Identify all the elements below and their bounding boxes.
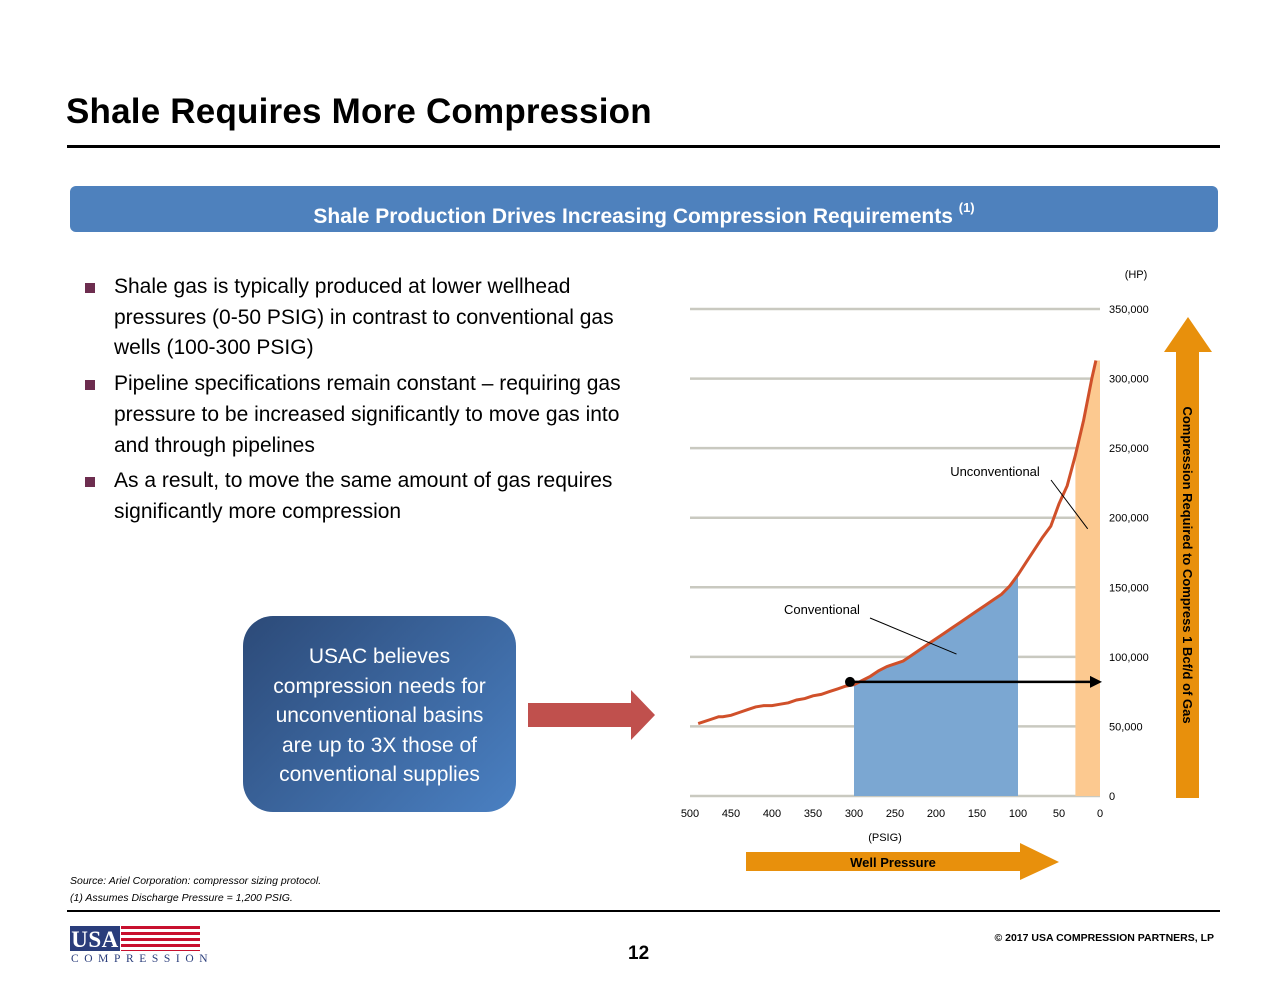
y-tick-label: 150,000 [1109,582,1149,594]
x-axis-title: Well Pressure [850,855,936,870]
x-tick-label: 400 [763,808,781,820]
annotation-leader [1050,479,1089,530]
bullet-square-icon [85,283,95,293]
bullet-text: As a result, to move the same amount of … [114,469,613,523]
logo-usa: USA [70,926,120,952]
unconventional-region [1075,360,1100,796]
well-pressure-arrow-icon [746,843,1059,880]
logo-stripes [121,926,200,951]
right-arrow-icon [528,690,655,740]
logo-wordmark: COMPRESSION [71,953,214,965]
title-divider [67,145,1220,148]
x-tick-label: 100 [1009,808,1027,820]
compression-curve [697,360,1098,726]
reference-arrowhead [1090,675,1102,688]
banner-text: Shale Production Drives Increasing Compr… [313,205,953,228]
annotation-unconventional: Unconventional [950,464,1040,479]
compression-arrow-icon [1164,317,1212,798]
footnote: (1) Assumes Discharge Pressure = 1,200 P… [70,892,293,904]
x-tick-label: 500 [681,808,699,820]
bullet-text: Shale gas is typically produced at lower… [114,275,614,360]
x-tick-label: 50 [1053,808,1065,820]
bullet-item: Pipeline specifications remain constant … [85,369,625,461]
annotation-conventional: Conventional [784,602,860,617]
x-tick-label: 0 [1097,808,1103,820]
footer-divider [67,910,1220,912]
x-tick-label: 150 [968,808,986,820]
callout-line: compression needs for [273,674,486,698]
conventional-region [854,574,1018,796]
y-tick-label: 350,000 [1109,304,1149,316]
page-number: 12 [628,943,650,964]
x-tick-label: 350 [804,808,822,820]
x-tick-label: 200 [927,808,945,820]
copyright: © 2017 USA COMPRESSION PARTNERS, LP [994,932,1214,944]
x-tick-label: 300 [845,808,863,820]
bullet-item: Shale gas is typically produced at lower… [85,272,625,364]
company-logo: USA COMPRESSION [70,926,208,966]
reference-dot [845,676,855,687]
y-unit-label: (HP) [1125,269,1148,281]
annotation-leader [869,617,957,655]
y-tick-label: 200,000 [1109,513,1149,525]
banner-footnote-ref: (1) [958,200,975,215]
bullet-square-icon [85,477,95,488]
source-note: Source: Ariel Corporation: compressor si… [70,875,322,887]
callout-line: USAC believes [308,645,451,669]
bullet-list: Shale gas is typically produced at lower… [85,272,625,533]
bullet-item: As a result, to move the same amount of … [85,466,625,527]
compression-chart: Conventional Unconventional 0 50,000 100,00… [681,269,1212,880]
y-tick-label: 300,000 [1109,374,1149,386]
bullet-text: Pipeline specifications remain constant … [114,372,621,457]
section-banner: Shale Production Drives Increasing Compr… [70,186,1218,232]
callout-line: unconventional basins [275,704,484,728]
callout-line: are up to 3X those of [282,733,477,757]
callout-box: USAC believes compression needs for unco… [243,616,516,812]
bullet-square-icon [85,380,95,391]
y-axis-title: Compression Required to Compress 1 Bcf/d… [1180,406,1195,723]
x-tick-label: 450 [722,808,740,820]
y-tick-label: 250,000 [1109,443,1149,455]
callout-line: conventional supplies [279,763,480,787]
y-tick-label: 0 [1109,791,1115,803]
y-tick-label: 50,000 [1109,721,1143,733]
page-title: Shale Requires More Compression [66,92,652,131]
x-tick-label: 250 [886,808,904,820]
y-tick-label: 100,000 [1109,652,1149,664]
x-unit-label: (PSIG) [868,832,902,844]
